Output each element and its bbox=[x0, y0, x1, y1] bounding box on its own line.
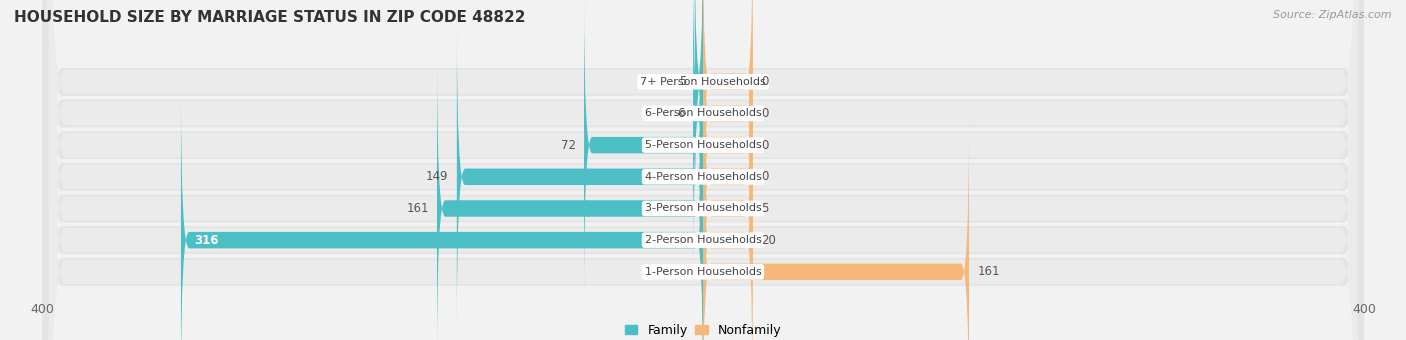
FancyBboxPatch shape bbox=[42, 0, 1364, 340]
Text: 5: 5 bbox=[679, 75, 686, 88]
FancyBboxPatch shape bbox=[703, 90, 752, 340]
Text: 5-Person Households: 5-Person Households bbox=[644, 140, 762, 150]
FancyBboxPatch shape bbox=[42, 0, 1364, 340]
FancyBboxPatch shape bbox=[695, 0, 703, 232]
FancyBboxPatch shape bbox=[437, 58, 703, 340]
FancyBboxPatch shape bbox=[49, 0, 1357, 340]
Text: 0: 0 bbox=[761, 170, 768, 183]
Text: 316: 316 bbox=[194, 234, 219, 246]
FancyBboxPatch shape bbox=[49, 0, 1357, 340]
FancyBboxPatch shape bbox=[42, 0, 1364, 340]
Text: 161: 161 bbox=[406, 202, 429, 215]
FancyBboxPatch shape bbox=[703, 27, 752, 327]
FancyBboxPatch shape bbox=[49, 0, 1357, 340]
Text: 161: 161 bbox=[977, 265, 1000, 278]
FancyBboxPatch shape bbox=[181, 90, 703, 340]
Text: 2-Person Households: 2-Person Households bbox=[644, 235, 762, 245]
FancyBboxPatch shape bbox=[49, 0, 1357, 340]
Text: 0: 0 bbox=[761, 139, 768, 152]
FancyBboxPatch shape bbox=[42, 0, 1364, 340]
FancyBboxPatch shape bbox=[49, 0, 1357, 340]
Legend: Family, Nonfamily: Family, Nonfamily bbox=[624, 324, 782, 337]
Text: 6-Person Households: 6-Person Households bbox=[644, 108, 762, 118]
Text: 3-Person Households: 3-Person Households bbox=[644, 203, 762, 214]
Text: 149: 149 bbox=[426, 170, 449, 183]
FancyBboxPatch shape bbox=[583, 0, 703, 295]
FancyBboxPatch shape bbox=[703, 0, 752, 232]
Text: 1-Person Households: 1-Person Households bbox=[644, 267, 762, 277]
Text: 0: 0 bbox=[761, 75, 768, 88]
FancyBboxPatch shape bbox=[42, 0, 1364, 340]
FancyBboxPatch shape bbox=[703, 0, 752, 264]
FancyBboxPatch shape bbox=[703, 0, 752, 295]
Text: HOUSEHOLD SIZE BY MARRIAGE STATUS IN ZIP CODE 48822: HOUSEHOLD SIZE BY MARRIAGE STATUS IN ZIP… bbox=[14, 10, 526, 25]
Text: Source: ZipAtlas.com: Source: ZipAtlas.com bbox=[1274, 10, 1392, 20]
Text: 6: 6 bbox=[678, 107, 685, 120]
FancyBboxPatch shape bbox=[49, 0, 1357, 340]
FancyBboxPatch shape bbox=[703, 58, 752, 340]
Text: 72: 72 bbox=[561, 139, 576, 152]
Text: 0: 0 bbox=[761, 107, 768, 120]
Text: 5: 5 bbox=[761, 202, 768, 215]
FancyBboxPatch shape bbox=[42, 0, 1364, 340]
Text: 4-Person Households: 4-Person Households bbox=[644, 172, 762, 182]
FancyBboxPatch shape bbox=[703, 122, 969, 340]
FancyBboxPatch shape bbox=[457, 27, 703, 327]
FancyBboxPatch shape bbox=[693, 0, 703, 264]
FancyBboxPatch shape bbox=[42, 0, 1364, 340]
Text: 7+ Person Households: 7+ Person Households bbox=[640, 77, 766, 87]
Text: 20: 20 bbox=[761, 234, 776, 246]
FancyBboxPatch shape bbox=[49, 0, 1357, 340]
